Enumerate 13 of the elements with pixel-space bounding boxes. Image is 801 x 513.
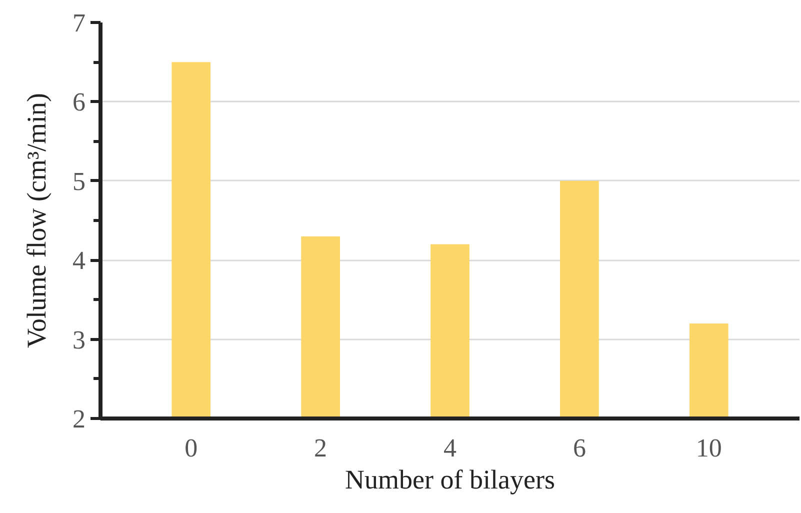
- x-tick-label: 2: [314, 434, 328, 462]
- y-tick-label: 7: [72, 8, 86, 38]
- x-tick-label: 4: [444, 434, 456, 462]
- x-tick-label: 0: [184, 434, 198, 462]
- y-tick-label: 5: [72, 166, 86, 196]
- y-tick-label: 2: [72, 404, 86, 434]
- y-tick-label: 3: [72, 325, 86, 354]
- y-axis-title: Volume flow (cm³/min): [22, 92, 52, 348]
- y-tick-label: 6: [72, 88, 86, 117]
- y-tick-label: 4: [72, 246, 86, 276]
- x-tick-label: 10: [696, 434, 722, 462]
- x-axis-title: Number of bilayers: [345, 464, 555, 494]
- x-tick-label: 6: [572, 434, 586, 462]
